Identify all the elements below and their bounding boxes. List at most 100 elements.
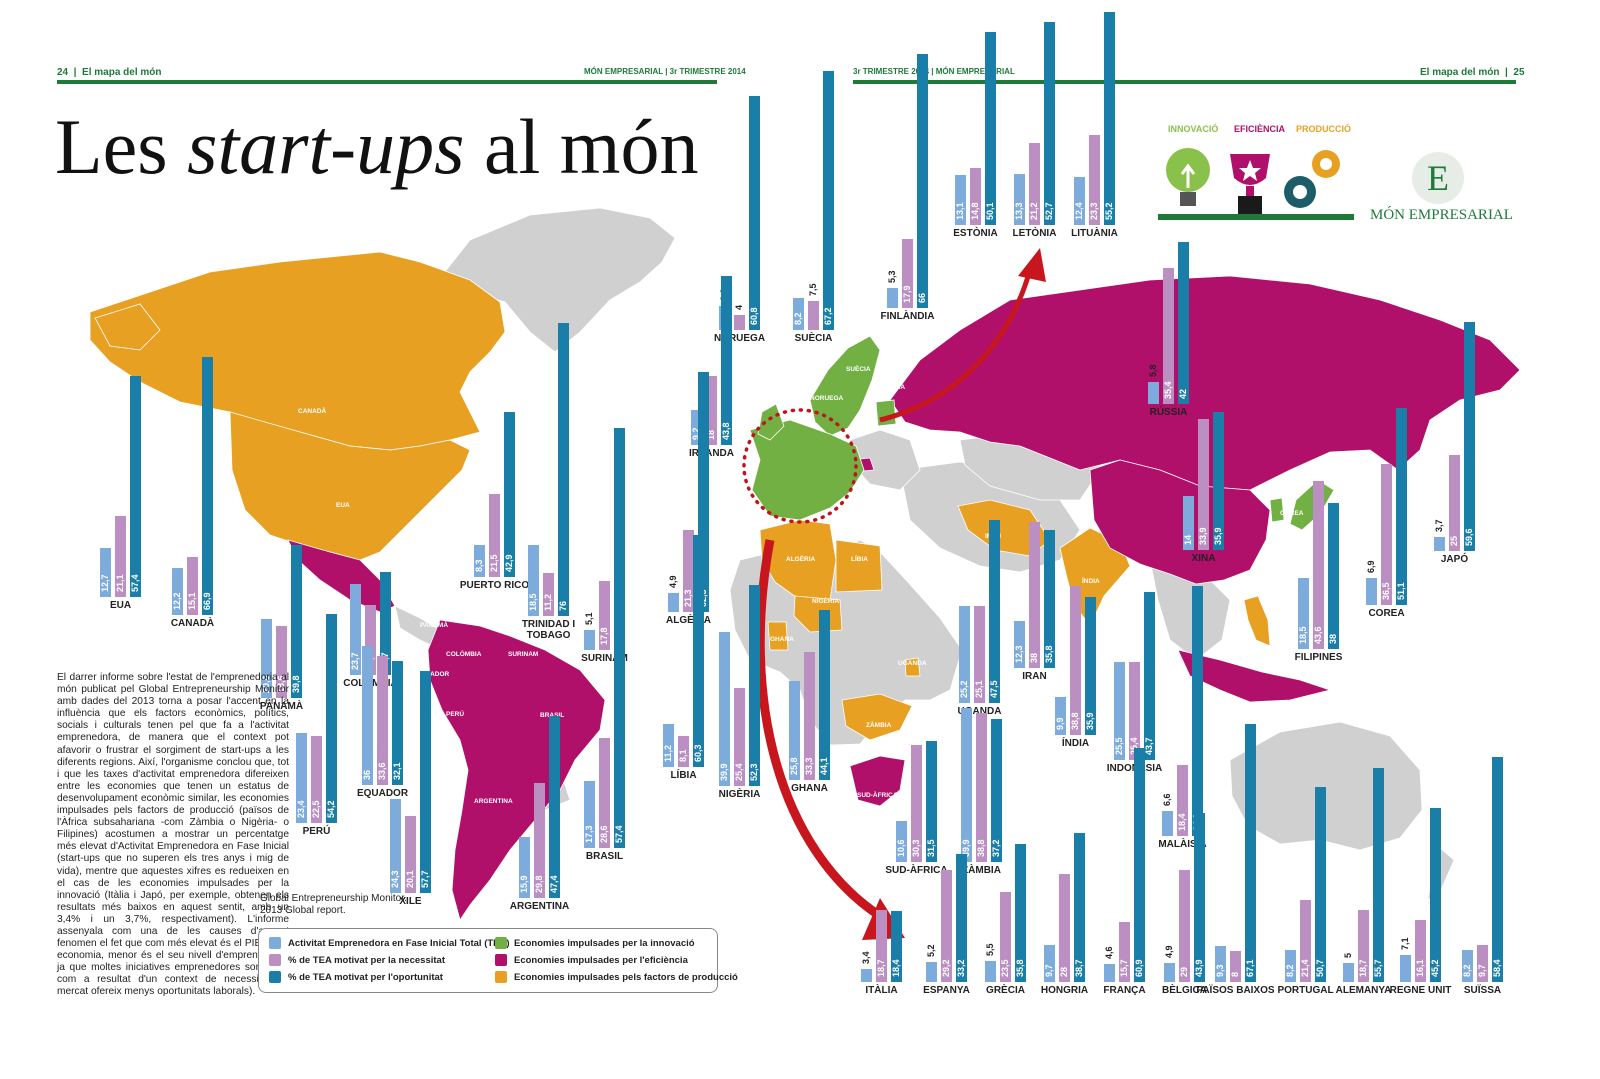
bar-value-label: 5,8 xyxy=(1148,364,1158,377)
bar-value-label: 30,3 xyxy=(911,839,921,857)
bar-value-label: 50,7 xyxy=(1315,959,1325,977)
bar-value-label: 13,3 xyxy=(1014,202,1024,220)
bar-value-label: 8,2 xyxy=(1462,964,1472,977)
country-name-label: TRINIDAD I TOBAGO xyxy=(521,619,576,641)
bar-value-label: 22,5 xyxy=(311,800,321,818)
country-name-label: ITÀLIA xyxy=(865,985,898,996)
bar-value-label: 17,3 xyxy=(584,825,594,843)
legend-item-tea: Activitat Emprenedora en Fase Inicial To… xyxy=(269,937,510,949)
necessity-bar xyxy=(678,735,689,767)
country-name-label: MALÀISIA xyxy=(1158,839,1207,850)
necessity-bar xyxy=(1177,765,1188,836)
left-page-header: 24 | El mapa del món xyxy=(57,67,162,78)
bar-value-label: 25 xyxy=(1449,535,1459,546)
bar-value-label: 25,5 xyxy=(1114,737,1124,755)
tea-bar xyxy=(1298,577,1309,649)
bar-value-label: 29 xyxy=(1179,966,1189,977)
ghana-shape xyxy=(767,621,789,651)
alaska-shape xyxy=(94,303,161,351)
lightbulb-icon xyxy=(1166,148,1210,206)
tea-bar xyxy=(1162,810,1173,836)
necessity-bar xyxy=(534,783,545,898)
production-label: PRODUCCIÓ xyxy=(1296,124,1352,134)
bar-value-label: 28 xyxy=(1059,966,1069,977)
necessity-bar xyxy=(1415,920,1426,982)
bar-value-label: 12,7 xyxy=(100,574,110,592)
australia-shape xyxy=(1229,721,1423,851)
bar-value-label: 9,3 xyxy=(1215,964,1225,977)
map-label-canada: CANADÀ xyxy=(298,408,327,415)
necessity-bar xyxy=(1198,419,1209,550)
bar-value-label: 47,4 xyxy=(549,875,559,893)
bar-value-label: 60,8 xyxy=(749,307,759,325)
country-name-label: GHANA xyxy=(791,783,828,794)
opportunity-bar xyxy=(392,661,403,785)
bar-value-label: 14 xyxy=(1183,534,1193,545)
bar-value-label: 29,2 xyxy=(941,959,951,977)
opportunity-bar xyxy=(1044,22,1055,225)
opportunity-bar xyxy=(1430,807,1441,982)
bar-value-label: 11,2 xyxy=(543,593,553,611)
legend: Activitat Emprenedora en Fase Inicial To… xyxy=(258,928,738,993)
country-name-label: LÍBIA xyxy=(670,770,697,781)
country-name-label: UGANDA xyxy=(957,706,1002,717)
map-label-algeria: ALGÈRIA xyxy=(786,556,816,563)
necessity-bar xyxy=(599,581,610,650)
necessity-bar xyxy=(1358,910,1369,982)
country-name-label: PUERTO RICO xyxy=(459,580,530,591)
necessity-bar xyxy=(970,168,981,225)
legend-item-opportunity: % de TEA motivat per l'oportunitat xyxy=(269,971,443,983)
country-name-label: FILIPINES xyxy=(1294,652,1343,663)
bar-value-label: 4,9 xyxy=(1164,945,1174,959)
bar-value-label: 5,2 xyxy=(926,944,936,957)
necessity-bar xyxy=(1059,874,1070,982)
opportunity-bar xyxy=(1396,408,1407,605)
country-name-label: LETÒNIA xyxy=(1012,228,1057,239)
opportunity-bar xyxy=(1373,767,1384,982)
iran-shape xyxy=(957,499,1051,557)
opportunity-bar xyxy=(1074,833,1085,982)
bar-value-label: 35,4 xyxy=(1163,381,1173,399)
bar-value-label: 15,7 xyxy=(1119,959,1129,977)
bar-value-label: 66,9 xyxy=(202,592,212,610)
bar-value-label: 52,7 xyxy=(1044,202,1054,220)
opportunity-bar xyxy=(1464,321,1475,551)
opportunity-bar xyxy=(693,534,704,767)
bar-value-label: 12,3 xyxy=(1014,645,1024,663)
necessity-bar xyxy=(734,688,745,786)
bar-value-label: 67,1 xyxy=(1245,959,1255,977)
necessity-bar xyxy=(1000,891,1011,982)
bar-value-label: 43,8 xyxy=(721,422,731,440)
necessity-bar xyxy=(543,572,554,616)
bar-value-label: 33,2 xyxy=(956,959,966,977)
country-name-label: SUD-ÀFRICA xyxy=(885,865,948,876)
opportunity-bar xyxy=(1015,844,1026,982)
map-label-eua: EUA xyxy=(336,502,350,509)
libya-shape xyxy=(835,539,883,593)
left-section-title: El mapa del món xyxy=(82,67,162,78)
bar-value-label: 8 xyxy=(1230,971,1240,977)
bar-value-label: 60,3 xyxy=(693,744,703,762)
bar-value-label: 18,5 xyxy=(528,593,538,611)
bar-value-label: 8,2 xyxy=(1285,964,1295,977)
bar-value-label: 16,1 xyxy=(1415,959,1425,977)
country-name-label: PAÏSOS BAIXOS xyxy=(1196,985,1275,996)
map-label-sud-africa: SUD-ÀFRICA xyxy=(857,792,898,799)
efficiency-label: EFICIÈNCIA xyxy=(1234,124,1286,134)
necessity-bar xyxy=(489,494,500,577)
necessity-bar xyxy=(911,745,922,862)
necessity-bar xyxy=(1449,454,1460,551)
tea-bar xyxy=(1014,173,1025,225)
bar-value-label: 43,6 xyxy=(1313,626,1323,644)
necessity-bar xyxy=(1119,921,1130,982)
tea-bar xyxy=(261,618,272,698)
left-header-rule xyxy=(57,80,717,84)
necessity-bar xyxy=(706,375,717,445)
tea-bar xyxy=(789,680,800,780)
necessity-bar xyxy=(941,869,952,982)
opportunity-bar xyxy=(130,376,141,597)
bar-value-label: 8,3 xyxy=(474,559,484,572)
bar-value-label: 21,4 xyxy=(1300,959,1310,977)
tea-bar xyxy=(663,723,674,767)
bar-value-label: 18,7 xyxy=(876,959,886,977)
